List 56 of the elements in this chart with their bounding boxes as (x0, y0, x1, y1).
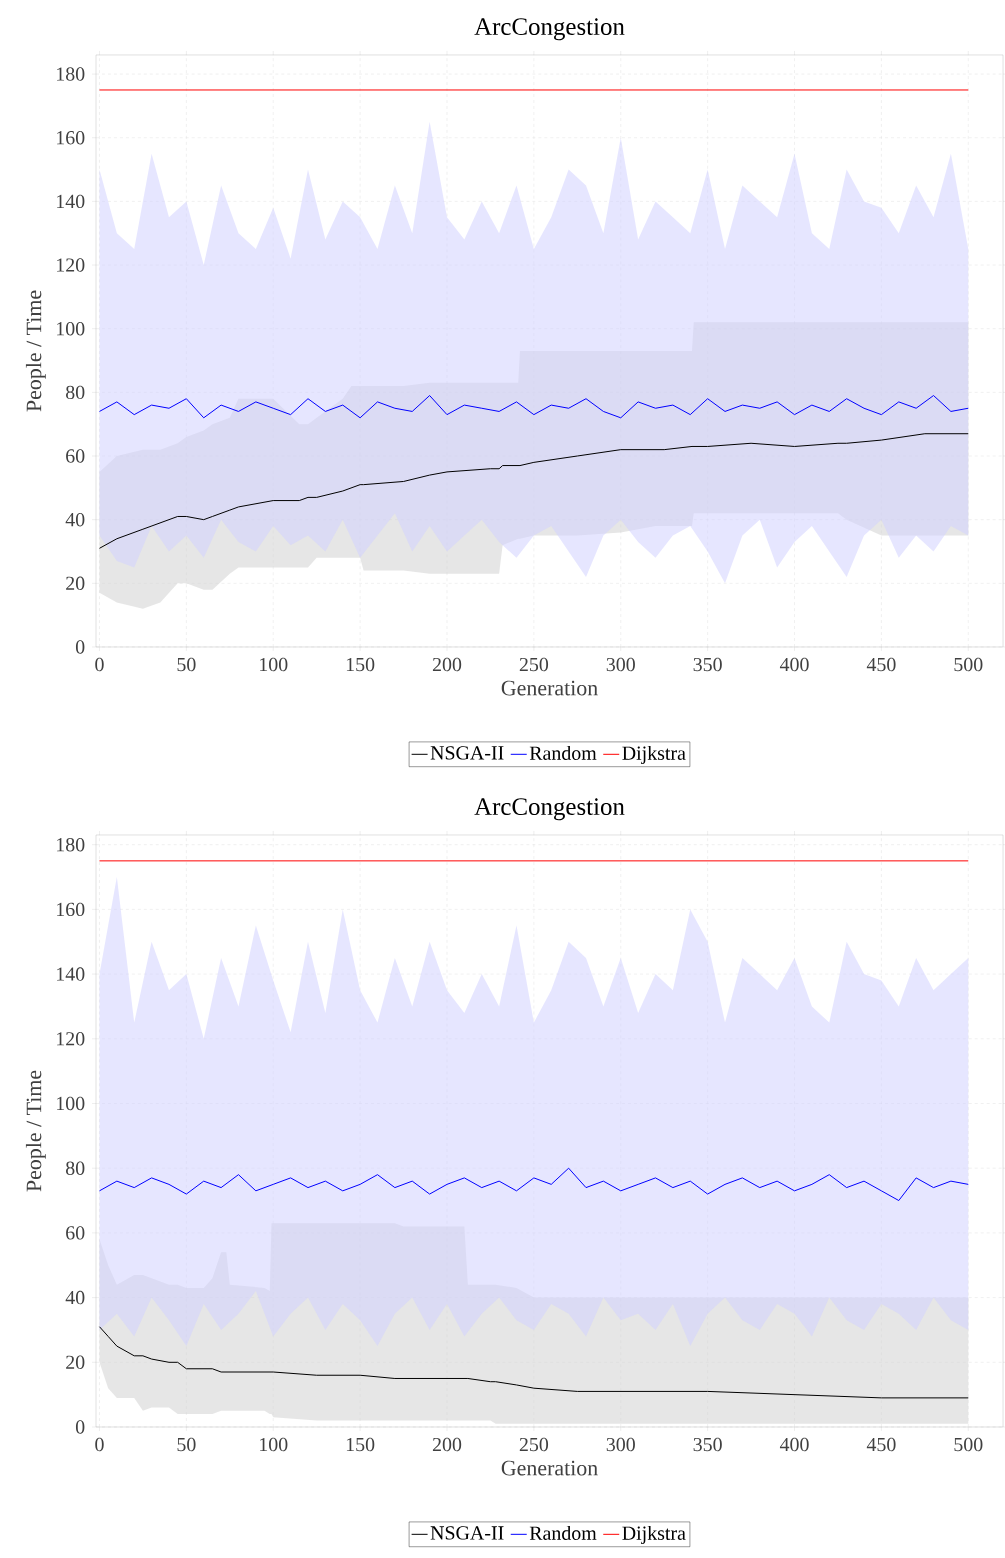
x-tick-label: 0 (95, 1437, 104, 1452)
y-tick-label: 0 (75, 640, 85, 654)
legend-label: Dijkstra (622, 745, 686, 764)
y-tick-label: 180 (57, 837, 85, 852)
x-tick-label: 100 (260, 657, 288, 672)
x-tick-label: 500 (954, 657, 983, 672)
x-tick-label: 450 (866, 1437, 896, 1452)
y-tick-label: 80 (66, 1161, 85, 1175)
x-tick-label: 250 (519, 657, 549, 672)
x-tick-label: 450 (866, 657, 896, 672)
y-tick-label: 100 (57, 1096, 85, 1111)
legend-label: NSGA-II (430, 1526, 504, 1540)
y-axis-title: People / Time (25, 290, 46, 412)
y-tick-label: 100 (57, 321, 85, 336)
x-axis-title: Generation (501, 680, 598, 696)
line-series (98, 395, 969, 419)
x-tick-label: 0 (95, 657, 104, 672)
x-tick-label: 50 (177, 657, 196, 672)
x-tick-label: 350 (693, 1437, 722, 1452)
x-tick-label: 150 (346, 1437, 375, 1452)
x-tick-label: 250 (519, 1437, 549, 1452)
y-tick-label: 60 (66, 449, 85, 463)
y-tick-label: 120 (57, 258, 85, 272)
legend-label: Random (529, 1525, 597, 1540)
x-tick-label: 500 (954, 1437, 983, 1452)
y-tick-label: 160 (57, 131, 85, 145)
y-tick-label: 140 (57, 967, 85, 981)
y-tick-label: 120 (57, 1032, 85, 1046)
legend-label: NSGA-II (430, 746, 504, 760)
x-tick-label: 200 (432, 1437, 462, 1452)
x-axis-title: Generation (501, 1460, 598, 1476)
y-tick-label: 20 (66, 1355, 85, 1370)
y-tick-label: 60 (66, 1226, 85, 1240)
x-tick-label: 400 (779, 657, 809, 672)
x-tick-label: 200 (432, 657, 462, 672)
legend-label: Dijkstra (622, 1525, 686, 1544)
y-tick-label: 20 (66, 576, 85, 591)
x-tick-label: 300 (606, 1437, 635, 1452)
line-series (98, 1167, 969, 1202)
chart-title: ArcCongestion (474, 18, 625, 41)
x-tick-label: 150 (346, 657, 375, 672)
y-tick-label: 180 (57, 67, 85, 81)
y-tick-label: 40 (65, 512, 85, 527)
chart-title: ArcCongestion (474, 798, 625, 821)
x-tick-label: 350 (693, 657, 722, 672)
x-tick-label: 100 (260, 1437, 288, 1452)
x-tick-label: 50 (177, 1437, 196, 1452)
y-axis-title: People / Time (25, 1070, 46, 1192)
y-tick-label: 0 (75, 1420, 85, 1434)
x-tick-label: 300 (606, 657, 635, 672)
y-tick-label: 40 (65, 1290, 85, 1305)
x-tick-label: 400 (779, 1437, 809, 1452)
legend-label: Random (529, 745, 597, 760)
y-tick-label: 140 (57, 194, 85, 209)
y-tick-label: 80 (66, 385, 85, 400)
y-tick-label: 160 (57, 902, 85, 917)
